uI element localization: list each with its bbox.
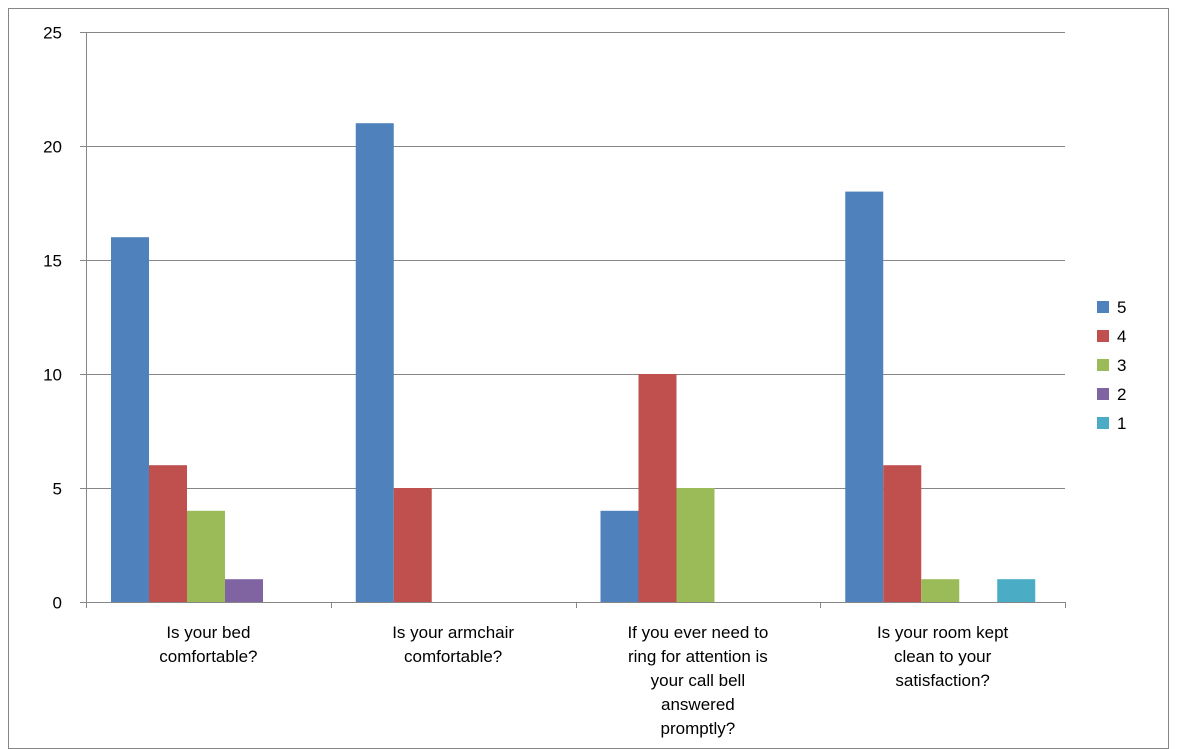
y-tick-label: 5: [53, 480, 62, 499]
legend-label-1: 1: [1117, 414, 1126, 433]
legend-label-2: 2: [1117, 385, 1126, 404]
legend-swatch-5: [1097, 301, 1109, 313]
bar-3-cat3: [921, 579, 960, 602]
y-tick-labels: 0 5 10 15 20 25: [43, 24, 62, 613]
bar-4-cat0: [149, 465, 187, 602]
y-tick-label: 25: [43, 24, 62, 43]
axes: [80, 32, 1066, 608]
bar-3-cat0: [187, 510, 225, 602]
bar-4-cat3: [883, 465, 922, 602]
x-category-label-line: If you ever need to: [627, 623, 768, 642]
x-category-label: Is your bed comfortable?: [159, 623, 257, 666]
legend-swatch-4: [1097, 330, 1109, 342]
x-category-label: Is your room kept clean to your satisfacti…: [877, 623, 1009, 690]
x-category-label-line: comfortable?: [404, 647, 502, 666]
legend-swatch-1: [1097, 417, 1109, 429]
bar-2-cat0: [225, 579, 263, 602]
x-category-label-line: Is your armchair: [392, 623, 514, 642]
x-category-label-line: comfortable?: [159, 647, 257, 666]
x-category-label: Is your armchair comfortable?: [392, 623, 514, 666]
legend-swatch-3: [1097, 359, 1109, 371]
bar-4-cat1: [393, 488, 432, 602]
x-category-labels: Is your bed comfortable? Is your armchair c…: [159, 623, 1008, 738]
bar-5-cat2: [600, 510, 639, 602]
legend-label-3: 3: [1117, 356, 1126, 375]
x-category-label-line: clean to your: [894, 647, 992, 666]
x-category-label-line: Is your room kept: [877, 623, 1009, 642]
bars: [111, 123, 1036, 602]
x-category-label-line: promptly?: [661, 719, 736, 738]
legend-swatch-2: [1097, 388, 1109, 400]
bar-5-cat3: [845, 191, 884, 602]
legend-label-5: 5: [1117, 298, 1126, 317]
x-category-label-line: satisfaction?: [895, 671, 990, 690]
y-tick-label: 10: [43, 366, 62, 385]
x-category-label: If you ever need to ring for attention is…: [627, 623, 768, 738]
bar-1-cat3: [997, 579, 1036, 602]
y-tick-label: 15: [43, 252, 62, 271]
x-category-label-line: Is your bed: [166, 623, 250, 642]
bar-5-cat1: [355, 123, 394, 602]
bar-3-cat2: [676, 488, 715, 602]
bar-5-cat0: [111, 237, 149, 602]
x-category-label-line: your call bell: [651, 671, 746, 690]
chart-border: [8, 8, 1169, 749]
x-category-label-line: ring for attention is: [628, 647, 768, 666]
bar-4-cat2: [638, 374, 677, 602]
y-tick-label: 20: [43, 138, 62, 157]
y-tick-label: 0: [53, 594, 62, 613]
legend: 5 4 3 2 1: [1097, 298, 1126, 433]
legend-label-4: 4: [1117, 327, 1126, 346]
x-category-label-line: answered: [661, 695, 735, 714]
